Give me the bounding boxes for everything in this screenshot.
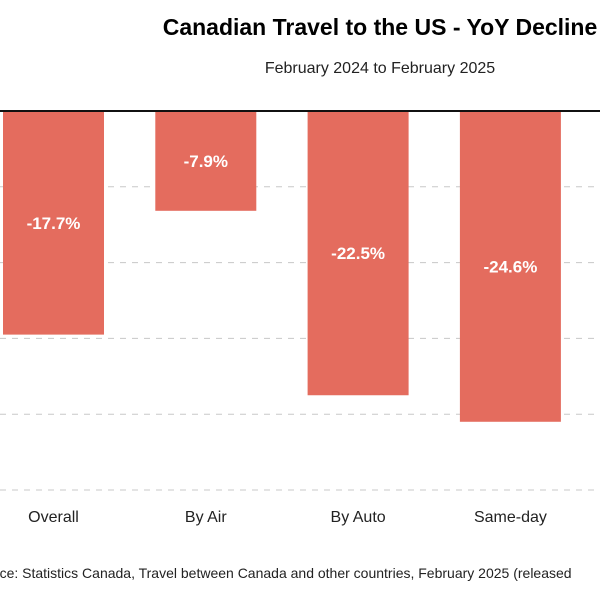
x-tick-label: Same-day bbox=[474, 509, 547, 526]
chart-title: Canadian Travel to the US - YoY Decline bbox=[162, 14, 598, 40]
data-label: -17.7% bbox=[27, 214, 81, 233]
data-label: -7.9% bbox=[184, 152, 228, 171]
data-label: -24.6% bbox=[483, 257, 537, 276]
x-tick-label: By Air bbox=[185, 509, 227, 526]
x-tick-label: Overall bbox=[28, 509, 79, 526]
bar-same-day bbox=[459, 111, 561, 422]
chart-subtitle: February 2024 to February 2025 bbox=[264, 60, 496, 77]
x-tick-label: By Auto bbox=[331, 509, 386, 526]
data-label: -22.5% bbox=[331, 244, 385, 263]
bar-by-auto bbox=[307, 111, 409, 396]
bar-by-air bbox=[155, 111, 257, 211]
bar-overall bbox=[3, 111, 104, 335]
source-note: Source: Statistics Canada, Travel betwee… bbox=[0, 565, 572, 581]
